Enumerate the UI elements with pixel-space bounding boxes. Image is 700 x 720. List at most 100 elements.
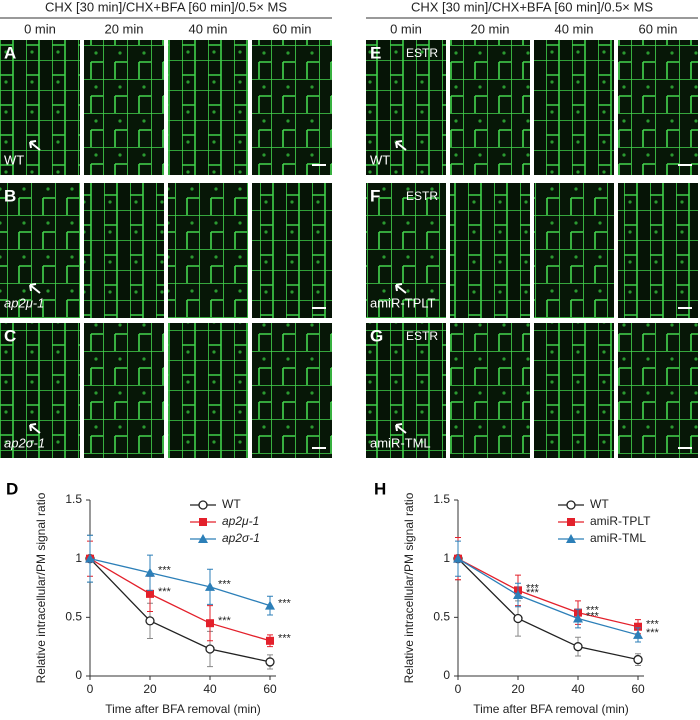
micrograph xyxy=(252,40,332,175)
micrograph xyxy=(366,183,446,318)
series-line xyxy=(457,558,639,636)
x-tick-label: 20 xyxy=(511,682,525,696)
panel-letter: F xyxy=(370,186,380,205)
block-header: CHX [30 min]/CHX+BFA [60 min]/0.5× MS xyxy=(411,0,653,14)
marker xyxy=(634,622,642,631)
y-tick-label: 1.5 xyxy=(433,492,450,506)
genotype-label: amiR-TPLT xyxy=(370,295,436,310)
micrograph xyxy=(0,323,80,458)
significance: *** xyxy=(278,633,292,645)
time-label: 60 min xyxy=(272,21,311,36)
x-tick-label: 0 xyxy=(87,682,94,696)
panel-letter: C xyxy=(4,326,16,345)
micrograph xyxy=(618,183,698,318)
x-axis-label: Time after BFA removal (min) xyxy=(105,702,261,716)
x-tick-label: 60 xyxy=(631,682,645,696)
micrograph xyxy=(0,183,80,318)
arrow xyxy=(29,423,41,434)
legend-label: WT xyxy=(222,497,241,511)
time-label: 60 min xyxy=(638,21,677,36)
micrograph xyxy=(534,323,614,458)
genotype-label: WT xyxy=(4,152,24,167)
panel-letter: E xyxy=(370,43,381,62)
time-label: 0 min xyxy=(24,21,56,36)
micrograph xyxy=(168,40,248,175)
y-tick-label: 1.5 xyxy=(65,492,82,506)
marker xyxy=(633,654,643,665)
significance: *** xyxy=(218,615,232,627)
marker xyxy=(573,613,583,623)
marker xyxy=(513,613,523,624)
micrograph xyxy=(534,40,614,175)
legend-label: amiR-TML xyxy=(590,531,646,545)
micrograph xyxy=(168,183,248,318)
legend-marker xyxy=(566,500,576,510)
y-tick-label: 1 xyxy=(443,551,450,565)
legend-label: ap2μ-1 xyxy=(222,514,259,528)
treatment-tag: ESTR xyxy=(406,46,438,60)
legend-label: ap2σ-1 xyxy=(222,531,260,545)
legend-label: amiR-TPLT xyxy=(590,514,651,528)
micrograph xyxy=(366,323,446,458)
y-axis-label: Relative intracellular/PM signal ratio xyxy=(402,492,416,683)
y-tick-label: 0.5 xyxy=(65,610,82,624)
treatment-tag: ESTR xyxy=(406,329,438,343)
significance: *** xyxy=(158,586,172,598)
panel-letter: B xyxy=(4,186,16,205)
genotype-label: ap2σ-1 xyxy=(4,435,45,450)
series-line xyxy=(89,558,271,663)
time-label: 40 min xyxy=(188,21,227,36)
significance: *** xyxy=(646,619,660,631)
marker xyxy=(265,600,275,610)
micrograph xyxy=(84,183,164,318)
x-tick-label: 40 xyxy=(203,682,217,696)
panel-letter: D xyxy=(6,479,18,498)
legend-marker xyxy=(566,534,576,543)
micrograph xyxy=(450,183,530,318)
significance: *** xyxy=(278,598,292,610)
marker xyxy=(453,553,463,563)
arrow xyxy=(29,283,41,294)
y-axis-label: Relative intracellular/PM signal ratio xyxy=(34,492,48,683)
marker xyxy=(513,590,523,600)
marker xyxy=(205,644,215,654)
x-tick-label: 0 xyxy=(455,682,462,696)
x-axis-label: Time after BFA removal (min) xyxy=(473,702,629,716)
legend-marker xyxy=(567,518,575,526)
micrograph xyxy=(0,40,80,175)
time-label: 20 min xyxy=(470,21,509,36)
micrograph xyxy=(366,40,446,175)
micrograph xyxy=(84,323,164,458)
arrow xyxy=(29,140,41,151)
micrograph xyxy=(618,40,698,175)
time-label: 0 min xyxy=(390,21,422,36)
arrow xyxy=(395,423,407,434)
block-header: CHX [30 min]/CHX+BFA [60 min]/0.5× MS xyxy=(45,0,287,14)
panel-letter: A xyxy=(4,43,16,62)
significance: *** xyxy=(646,627,660,639)
marker xyxy=(265,657,275,667)
genotype-label: ap2μ-1 xyxy=(4,295,44,310)
x-tick-label: 60 xyxy=(263,682,277,696)
micrograph xyxy=(168,323,248,458)
significance: *** xyxy=(158,565,172,577)
micrograph xyxy=(534,183,614,318)
series-line xyxy=(457,558,639,661)
legend-marker xyxy=(198,500,208,510)
series-line xyxy=(89,558,271,607)
legend-label: WT xyxy=(590,497,609,511)
time-label: 20 min xyxy=(104,21,143,36)
marker xyxy=(205,581,215,591)
series-line xyxy=(457,558,639,628)
marker xyxy=(85,553,95,563)
legend-marker xyxy=(198,534,208,543)
significance: *** xyxy=(526,582,540,594)
y-tick-label: 0.5 xyxy=(433,610,450,624)
significance: *** xyxy=(586,605,600,617)
micrograph xyxy=(252,183,332,318)
genotype-label: WT xyxy=(370,152,390,167)
significance: *** xyxy=(526,587,540,599)
micrograph xyxy=(450,323,530,458)
